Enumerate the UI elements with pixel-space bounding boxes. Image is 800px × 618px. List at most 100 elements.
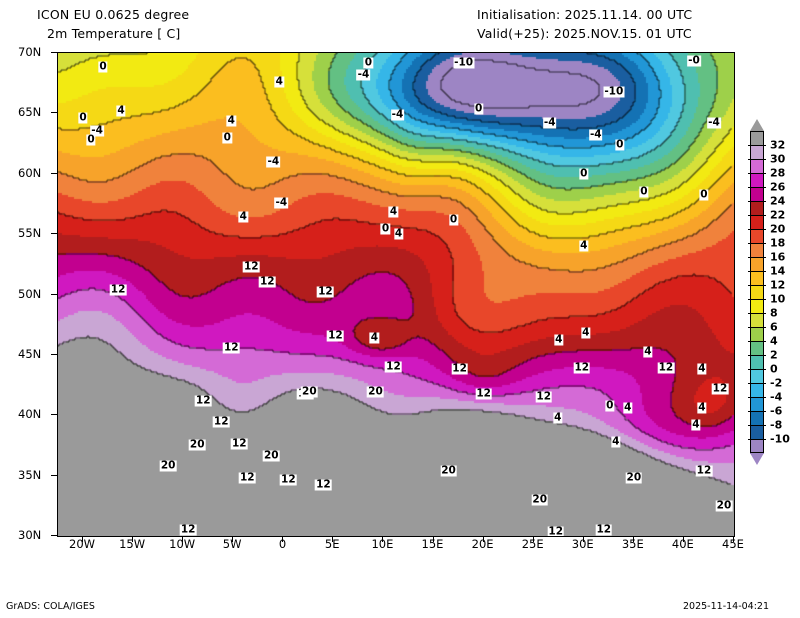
colorbar-tick-mark — [748, 145, 766, 146]
contour-label: -4 — [266, 155, 281, 168]
colorbar-tick-label: 12 — [770, 278, 786, 292]
colorbar-tick-mark — [748, 369, 766, 370]
colorbar-tick-label: 30 — [770, 152, 786, 166]
latitude-tick-label: 30N — [18, 528, 42, 542]
contour-label: 12 — [573, 361, 591, 374]
contour-label: 12 — [451, 362, 468, 375]
contour-label: 4 — [623, 401, 633, 414]
longitude-tick-mark — [632, 536, 634, 542]
colorbar-band — [750, 229, 764, 244]
producer-credit: GrADS: COLA/IGES — [6, 601, 95, 612]
longitude-tick-mark — [582, 536, 584, 542]
colorbar-tick-mark — [748, 397, 766, 398]
colorbar-tick-label: 32 — [770, 138, 786, 152]
colorbar-tick-label: 20 — [770, 222, 786, 236]
colorbar-band — [750, 201, 764, 216]
contour-label: 4 — [226, 114, 236, 127]
contour-label: -4 — [274, 196, 289, 209]
longitude-tick-label: 20E — [471, 537, 494, 551]
latitude-tick-mark — [51, 474, 57, 476]
contour-label: 12 — [317, 285, 334, 298]
colorbar-band — [750, 243, 764, 258]
longitude-tick-mark — [682, 536, 684, 542]
longitude-tick-label: 35E — [621, 537, 644, 551]
latitude-tick-label: 50N — [18, 286, 42, 301]
longitude-tick-label: 15E — [421, 537, 444, 551]
contour-label: 12 — [212, 415, 230, 428]
colorbar-band — [750, 439, 764, 454]
latitude-tick-mark — [51, 233, 57, 235]
colorbar-band — [750, 285, 764, 300]
longitude-tick-mark — [132, 536, 134, 542]
longitude-tick-label: 25E — [521, 537, 544, 551]
colorbar-tick-label: 24 — [770, 194, 786, 208]
colorbar-tick-label: 18 — [770, 236, 786, 250]
colorbar-band — [750, 187, 764, 202]
contour-label: 12 — [242, 260, 260, 273]
colorbar-band — [750, 173, 764, 188]
contour-label: 4 — [691, 418, 701, 431]
colorbar-band — [750, 341, 764, 356]
contour-label: 12 — [595, 523, 613, 536]
contour-label: -4 — [90, 124, 104, 137]
contour-label: 12 — [547, 525, 565, 537]
contour-label: 12 — [711, 382, 729, 395]
colorbar-tick-mark — [748, 243, 766, 244]
contour-label: 12 — [222, 341, 240, 354]
colorbar-tick-label: -2 — [770, 376, 783, 390]
contour-label: 12 — [109, 283, 127, 296]
colorbar-band — [750, 411, 764, 426]
contour-label: -4 — [356, 68, 371, 81]
longitude-tick-mark — [282, 536, 284, 542]
longitude-tick-mark — [382, 536, 384, 542]
colorbar-band — [750, 215, 764, 230]
contour-label: 0 — [86, 133, 96, 146]
colorbar-band — [750, 131, 764, 146]
colorbar-tick-label: 10 — [770, 292, 786, 306]
colorbar-tick-mark — [748, 299, 766, 300]
contour-label: 12 — [258, 275, 276, 288]
colorbar-tick-label: 22 — [770, 208, 786, 222]
longitude-tick-label: 0 — [278, 537, 287, 551]
latitude-tick-mark — [51, 112, 57, 114]
temperature-field-canvas — [58, 53, 734, 536]
contour-label: 20 — [159, 459, 177, 472]
colorbar-over-arrow-icon — [750, 119, 764, 131]
contour-label: 12 — [385, 360, 402, 373]
contour-label: 12 — [179, 523, 197, 536]
longitude-tick-mark — [733, 536, 734, 542]
colorbar-tick-label: 14 — [770, 264, 786, 278]
colorbar-tick-mark — [748, 257, 766, 258]
contour-label: 0 — [78, 111, 88, 124]
contour-label: 0 — [363, 56, 374, 69]
contour-label: -4 — [542, 116, 557, 129]
contour-label: 20 — [263, 449, 280, 462]
colorbar-band — [750, 159, 764, 174]
colorbar-tick-mark — [748, 229, 766, 230]
contour-label: 20 — [715, 499, 733, 512]
contour-label: 4 — [579, 239, 589, 252]
contour-label: 20 — [367, 385, 384, 398]
colorbar-tick-label: -10 — [770, 432, 790, 446]
colorbar-band — [750, 397, 764, 412]
contour-label: -4 — [390, 108, 405, 121]
contour-label: 0 — [615, 138, 625, 151]
latitude-tick-mark — [51, 414, 57, 416]
colorbar-tick-mark — [748, 411, 766, 412]
colorbar-band — [750, 145, 764, 160]
contour-label: -10 — [453, 56, 475, 69]
contour-label: 4 — [393, 227, 404, 240]
field-title: 2m Temperature [ C] — [47, 26, 181, 41]
contour-label: 12 — [194, 394, 212, 407]
temperature-map-plot: 0 4 0 -4 0 4 0 -4 -10 -10 -0 4 0 -4 -4 0 -4 -4 0 -4 4 -4 0 0 0 4 0… — [57, 52, 735, 537]
colorbar-tick-label: 2 — [770, 348, 778, 362]
colorbar-tick-label: -8 — [770, 418, 783, 432]
colorbar-under-arrow-icon — [750, 453, 764, 465]
contour-label: 4 — [388, 205, 399, 218]
colorbar-band — [750, 271, 764, 286]
latitude-tick-label: 40N — [18, 407, 42, 422]
contour-label: 12 — [230, 437, 248, 450]
contour-label: 12 — [535, 390, 553, 403]
longitude-tick-label: 30E — [571, 537, 594, 551]
longitude-tick-mark — [232, 536, 234, 542]
